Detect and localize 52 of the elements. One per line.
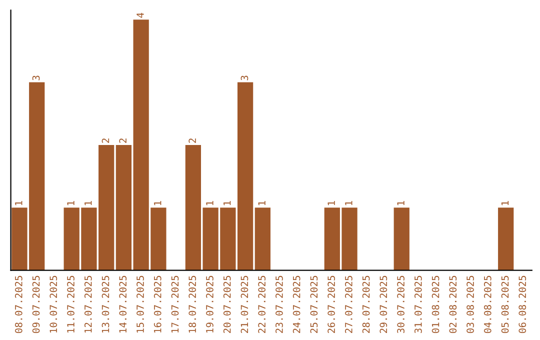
data-label: 1: [84, 201, 92, 206]
x-tick-label: 13.07.2025: [102, 276, 110, 333]
x-tick-label: 30.07.2025: [397, 276, 404, 334]
x-tick-label: 29.07.2025: [380, 276, 388, 333]
x-tick-label: 15.07.2025: [136, 276, 144, 333]
bar: [254, 208, 270, 270]
x-tick-label: 25.07.2025: [310, 276, 318, 333]
data-label: 2: [188, 138, 196, 143]
data-label: 1: [345, 201, 352, 206]
data-label: 4: [136, 12, 144, 18]
x-tick-label: 09.07.2025: [32, 276, 40, 334]
x-tick-label: 04.08.2025: [484, 276, 492, 334]
x-tick-label: 19.07.2025: [206, 276, 214, 333]
x-tick-label: 28.07.2025: [362, 276, 370, 333]
x-tick-label: 05.08.2025: [501, 276, 509, 334]
x-tick-label: 21.07.2025: [240, 276, 248, 333]
x-tick-label: 10.07.2025: [50, 276, 58, 333]
x-tick-label: 23.07.2025: [276, 276, 283, 333]
data-label: 1: [15, 201, 22, 206]
x-tick-label: 08.07.2025: [14, 276, 22, 334]
bar: [394, 208, 410, 270]
x-tick-label: 20.07.2025: [223, 276, 231, 333]
data-label: 2: [119, 138, 126, 143]
x-tick-label: 22.07.2025: [258, 276, 266, 333]
bar: [237, 82, 254, 270]
data-label: 1: [258, 201, 266, 206]
data-label: 2: [102, 138, 110, 143]
x-tick-label: 11.07.2025: [67, 276, 74, 333]
data-label: 1: [206, 201, 214, 206]
data-label: 3: [32, 76, 40, 80]
bar: [498, 208, 514, 270]
data-label: 1: [154, 201, 162, 206]
data-label: 3: [240, 76, 248, 80]
data-label: 1: [67, 201, 74, 206]
data-label: 1: [397, 201, 404, 206]
data-label: 1: [328, 201, 335, 206]
x-tick-label: 12.07.2025: [84, 276, 92, 333]
x-tick-label: 01.08.2025: [432, 276, 440, 334]
x-tick-label: 17.07.2025: [171, 276, 179, 333]
x-tick-label: 24.07.2025: [292, 276, 300, 333]
x-tick-label: 06.08.2025: [518, 276, 526, 334]
data-label: 1: [224, 201, 231, 206]
x-tick-label: 18.07.2025: [188, 276, 196, 333]
x-tick-label: 31.07.2025: [414, 276, 422, 334]
x-tick-label: 02.08.2025: [449, 276, 457, 334]
x-tick-label: 26.07.2025: [328, 276, 335, 333]
x-tick-label: 14.07.2025: [119, 276, 127, 333]
x-tick-label: 27.07.2025: [345, 276, 352, 333]
x-tick-label: 03.08.2025: [466, 276, 474, 334]
bar: [116, 144, 132, 270]
data-label: 1: [501, 201, 509, 206]
x-tick-label: 16.07.2025: [154, 276, 162, 333]
